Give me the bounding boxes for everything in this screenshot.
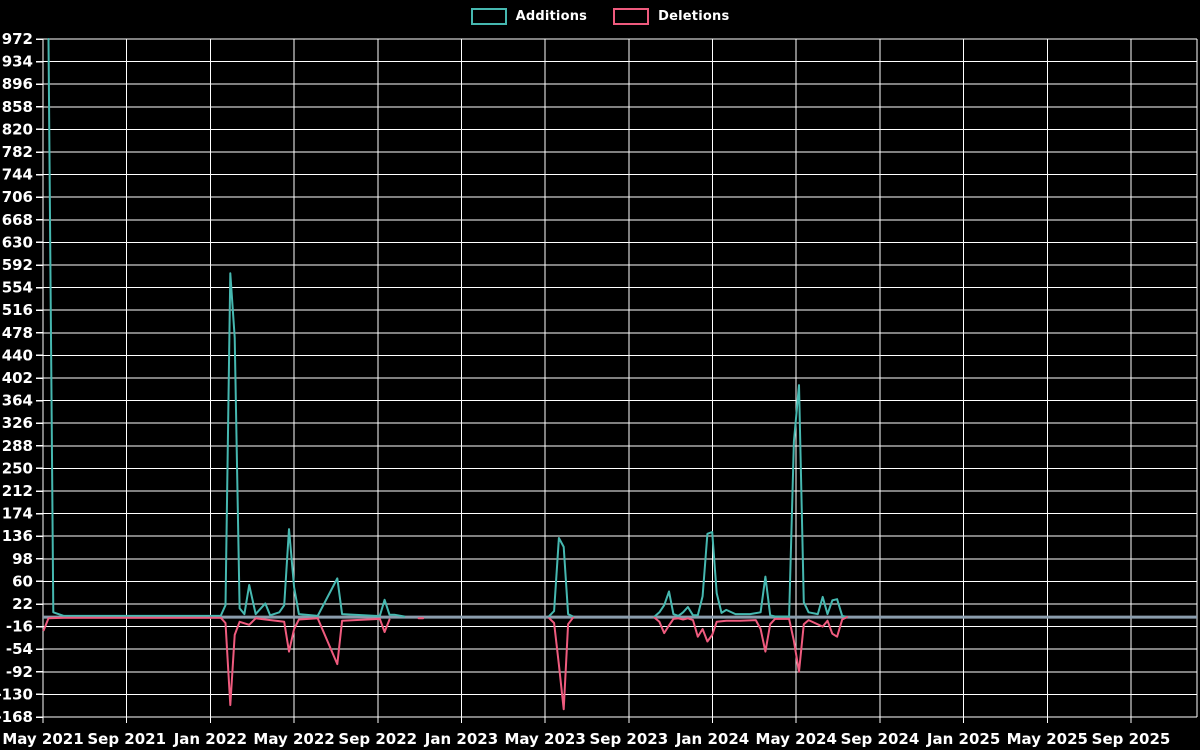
y-tick-label: 668 bbox=[2, 211, 33, 229]
y-tick-label: 136 bbox=[2, 527, 33, 545]
deletions-segment bbox=[548, 616, 574, 711]
y-tick-label: 934 bbox=[2, 53, 33, 71]
legend-label-deletions: Deletions bbox=[658, 9, 730, 24]
y-tick-label: -130 bbox=[0, 685, 33, 703]
y-tick-label: -92 bbox=[6, 663, 33, 681]
y-tick-label: 554 bbox=[2, 279, 33, 297]
x-tick-label: May 2025 bbox=[1007, 730, 1088, 748]
deletions-line bbox=[42, 616, 848, 711]
y-tick-label: 896 bbox=[2, 75, 33, 93]
legend-item-deletions[interactable]: Deletions bbox=[613, 8, 729, 25]
axis-label-layer: 972 934 896 858 820 782 744 706 668 630 592 554 516 4… bbox=[0, 30, 1170, 748]
x-tick-label: Sep 2021 bbox=[87, 730, 166, 748]
y-tick-label: -16 bbox=[6, 618, 33, 636]
y-tick-label: 592 bbox=[2, 256, 33, 274]
y-tick-label: 478 bbox=[2, 324, 33, 342]
y-tick-label: 364 bbox=[2, 392, 33, 410]
y-tick-label: 782 bbox=[2, 143, 33, 161]
deletions-segment bbox=[42, 616, 391, 707]
additions-swatch-icon bbox=[470, 8, 507, 25]
x-tick-label: Sep 2023 bbox=[590, 730, 669, 748]
y-tick-label: 820 bbox=[2, 120, 33, 138]
y-tick-label: 972 bbox=[2, 30, 33, 48]
additions-segment bbox=[653, 384, 848, 619]
x-tick-label: May 2024 bbox=[756, 730, 837, 748]
x-tick-label: Sep 2024 bbox=[841, 730, 920, 748]
y-tick-label: 22 bbox=[12, 595, 33, 613]
x-tick-label: Jan 2023 bbox=[424, 730, 498, 748]
y-tick-label: 60 bbox=[12, 572, 33, 590]
x-tick-label: May 2022 bbox=[253, 730, 334, 748]
y-tick-label: 440 bbox=[2, 346, 33, 364]
y-tick-label: 402 bbox=[2, 369, 33, 387]
y-tick-label: -168 bbox=[0, 708, 33, 726]
x-tick-label: May 2021 bbox=[2, 730, 83, 748]
y-tick-label: 174 bbox=[2, 505, 33, 523]
y-tick-label: 858 bbox=[2, 98, 33, 116]
additions-segment bbox=[548, 537, 574, 618]
y-tick-label: 212 bbox=[2, 482, 33, 500]
y-tick-label: 288 bbox=[2, 437, 33, 455]
legend-item-additions[interactable]: Additions bbox=[470, 8, 588, 25]
y-tick-label: 744 bbox=[2, 166, 33, 184]
y-tick-label: 250 bbox=[2, 459, 33, 477]
deletions-segment bbox=[653, 616, 848, 673]
x-tick-label: Jan 2025 bbox=[926, 730, 1000, 748]
x-tick-label: Sep 2025 bbox=[1092, 730, 1171, 748]
y-tick-label: 326 bbox=[2, 414, 33, 432]
y-tick-label: 706 bbox=[2, 188, 33, 206]
series-layer bbox=[42, 38, 848, 711]
legend-label-additions: Additions bbox=[515, 9, 588, 24]
x-tick-label: May 2023 bbox=[504, 730, 585, 748]
deletions-swatch-icon bbox=[613, 8, 650, 25]
y-tick-label: 516 bbox=[2, 301, 33, 319]
y-tick-label: 98 bbox=[12, 550, 33, 568]
x-tick-label: Jan 2024 bbox=[675, 730, 749, 748]
x-tick-label: Jan 2022 bbox=[173, 730, 247, 748]
additions-line bbox=[47, 38, 848, 619]
x-tick-label: Sep 2022 bbox=[338, 730, 417, 748]
additions-segment bbox=[47, 38, 406, 618]
chart-legend: Additions Deletions bbox=[0, 8, 1200, 25]
y-tick-label: -54 bbox=[6, 640, 33, 658]
grid-layer bbox=[36, 38, 1198, 723]
y-tick-label: 630 bbox=[2, 233, 33, 251]
